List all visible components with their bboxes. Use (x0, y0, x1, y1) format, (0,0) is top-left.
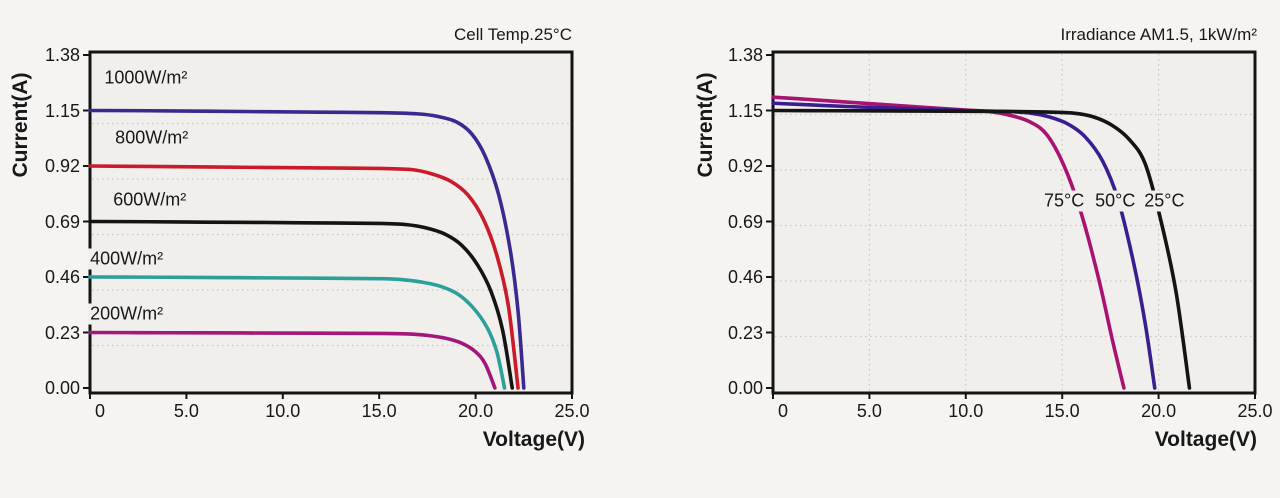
series-label-25c: 25°C (1141, 190, 1188, 212)
left-chart-title: Cell Temp.25°C (454, 25, 572, 44)
y-tick-label: 0.23 (727, 322, 763, 343)
y-tick-label: 0.92 (44, 156, 80, 176)
left-x-axis-label: Voltage(V) (482, 428, 585, 451)
y-tick-label: 1.15 (44, 100, 80, 121)
series-label-400wm: 400W/m² (87, 248, 167, 270)
y-tick-label: 0.23 (44, 322, 80, 343)
series-label-200wm: 200W/m² (87, 303, 167, 325)
x-tick-label: 0 (777, 401, 788, 421)
iv-curve-1000wm (88, 108, 526, 390)
x-tick-label: 10.0 (948, 401, 984, 421)
x-tick-label: 5.0 (173, 401, 199, 421)
y-tick-label: 0.46 (44, 267, 80, 287)
y-tick-label: 1.15 (727, 100, 763, 121)
x-tick-label: 15.0 (1044, 401, 1080, 421)
iv-curve-25c (771, 108, 1192, 390)
right-chart-title: Irradiance AM1.5, 1kW/m² (1060, 25, 1257, 44)
x-tick-label: 0 (94, 401, 105, 421)
series-label-800wm: 800W/m² (112, 127, 192, 149)
iv-curve-50c (771, 101, 1157, 390)
y-tick-label: 0.69 (727, 211, 763, 232)
iv-curve-75c (771, 95, 1126, 390)
iv-curve-200wm (88, 330, 497, 390)
y-tick-label: 0.69 (44, 211, 80, 232)
series-label-600wm: 600W/m² (110, 189, 190, 211)
series-label-50c: 50°C (1092, 190, 1139, 212)
x-tick-label: 25.0 (1237, 401, 1273, 421)
x-tick-label: 15.0 (361, 401, 397, 421)
right-y-axis-label: Current(A) (694, 72, 717, 178)
x-tick-label: 25.0 (554, 401, 590, 421)
iv-curve-600wm (88, 219, 515, 390)
x-tick-label: 20.0 (458, 401, 494, 421)
y-tick-label: 0.46 (727, 267, 763, 287)
y-tick-label: 0.00 (44, 378, 80, 398)
x-tick-label: 10.0 (265, 401, 301, 421)
y-tick-label: 0.00 (727, 378, 763, 398)
iv-curve-400wm (88, 275, 507, 390)
x-tick-label: 5.0 (856, 401, 882, 421)
y-tick-label: 0.92 (727, 156, 763, 176)
x-tick-label: 20.0 (1141, 401, 1177, 421)
left-y-axis-label: Current(A) (9, 72, 32, 178)
right-x-axis-label: Voltage(V) (1154, 428, 1257, 451)
series-label-75c: 75°C (1041, 190, 1088, 212)
iv-curve-800wm (88, 164, 520, 390)
series-label-1000wm: 1000W/m² (101, 67, 191, 89)
y-tick-label: 1.38 (727, 45, 763, 65)
y-tick-label: 1.38 (44, 45, 80, 65)
plot-box (771, 50, 1257, 395)
